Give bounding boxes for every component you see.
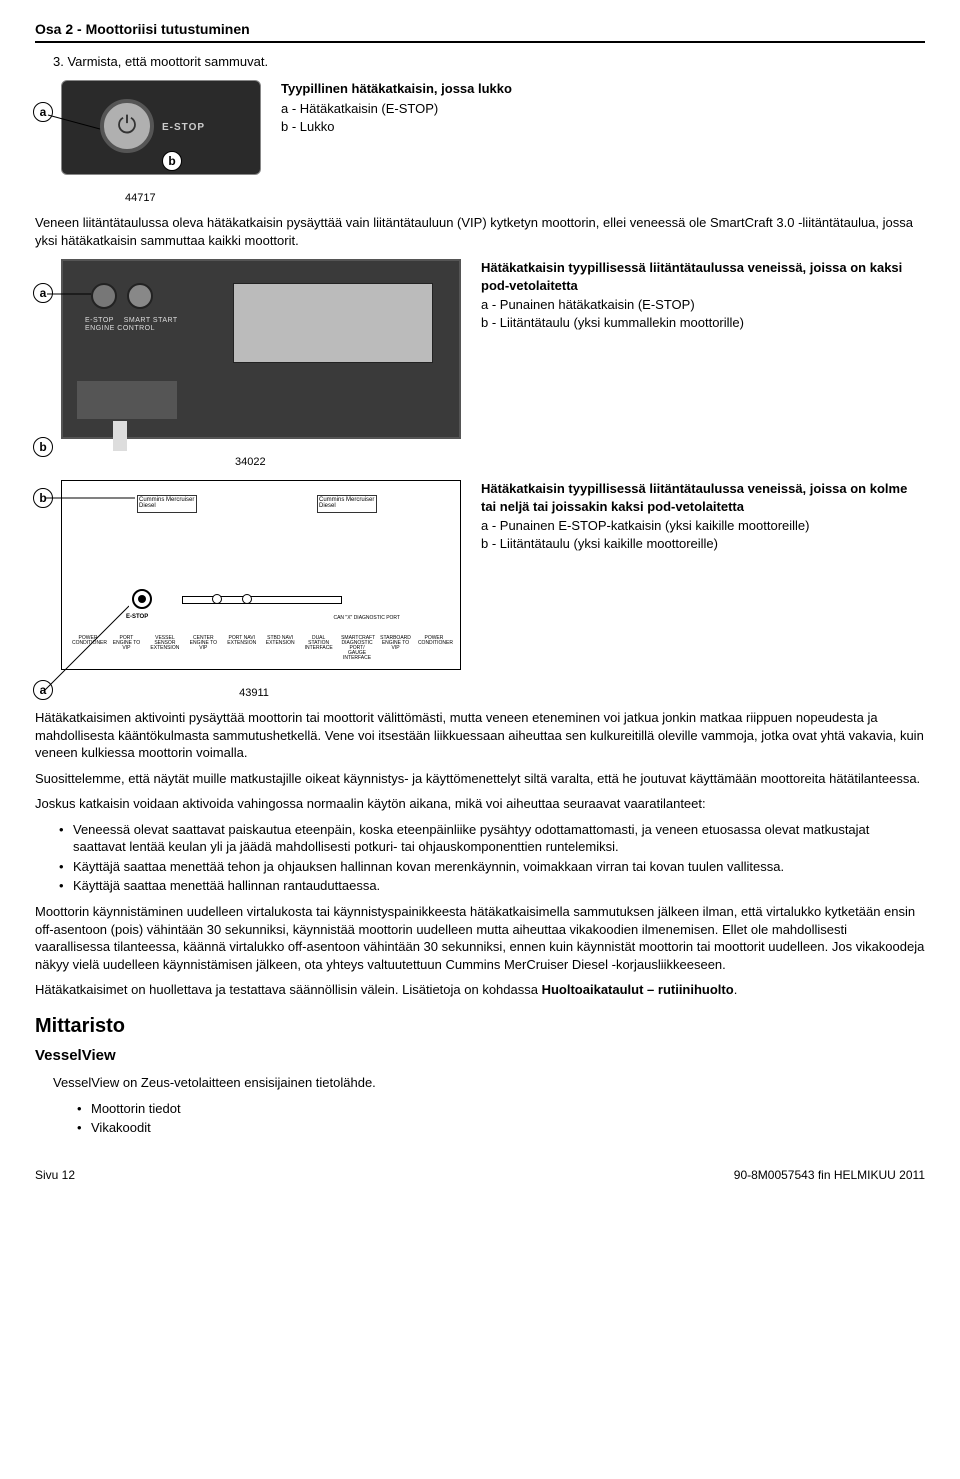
para-vip: Veneen liitäntätaulussa oleva hätäkatkai… [35, 214, 925, 249]
conn-7: SMARTCRAFT DIAGNOSTIC PORT/ GAUGE INTERF… [341, 636, 373, 661]
para-activate: Hätäkatkaisimen aktivointi pysäyttää moo… [35, 709, 925, 762]
para-restart: Moottorin käynnistäminen uudelleen virta… [35, 903, 925, 973]
page-footer: Sivu 12 90-8M0057543 fin HELMIKUU 2011 [35, 1167, 925, 1183]
fig3-cap-a: a - Punainen E-STOP-katkaisin (yksi kaik… [481, 517, 925, 535]
para-recommend: Suosittelemme, että näytät muille matkus… [35, 770, 925, 788]
red-estop-icon [91, 283, 117, 309]
step-3: 3. Varmista, että moottorit sammuvat. [53, 53, 925, 71]
conn-6: DUAL STATION INTERFACE [303, 636, 335, 661]
list-item: Veneessä olevat saattavat paiskautua ete… [59, 821, 925, 856]
list-item: Käyttäjä saattaa menettää hallinnan rant… [59, 877, 925, 895]
fig2-callout-b: b [33, 437, 53, 457]
fig3-title: Hätäkatkaisin tyypillisessä liitäntätaul… [481, 480, 925, 515]
estop-knob-icon: ⏻ [100, 99, 154, 153]
list-item: Käyttäjä saattaa menettää tehon ja ohjau… [59, 858, 925, 876]
leader-line-b3 [40, 495, 135, 501]
estop-switch-image: ⏻ E-STOP b [61, 80, 261, 175]
conn-4: PORT NAVI EXTENSION [226, 636, 258, 661]
vip-panel-image: E-STOP SMART START ENGINE CONTROL [61, 259, 461, 439]
heading-vesselview: VesselView [35, 1046, 925, 1066]
fig1-title: Tyypillinen hätäkatkaisin, jossa lukko [281, 80, 925, 98]
estop-label: E-STOP [162, 121, 205, 135]
figure-3-row: b a Cummins Mercruiser Diesel Cummins Me… [35, 480, 925, 670]
board-estop-icon [132, 589, 152, 609]
footer-left: Sivu 12 [35, 1167, 75, 1183]
fig2-cap-a: a - Punainen hätäkatkaisin (E-STOP) [481, 296, 925, 314]
leader-line-a [40, 111, 100, 131]
para-maintain-bold: Huoltoaikataulut – rutiinihuolto [542, 982, 734, 997]
smart-start-icon [127, 283, 153, 309]
leader-line-a2 [41, 291, 91, 297]
conn-2: VESSEL SENSOR EXTENSION [149, 636, 181, 661]
fig2-title: Hätäkatkaisin tyypillisessä liitäntätaul… [481, 259, 925, 294]
conn-9: POWER CONDITIONER [418, 636, 450, 661]
panel-strip-icon [77, 381, 177, 419]
heading-mittaristo: Mittaristo [35, 1013, 925, 1040]
fig1-cap-a: a - Hätäkatkaisin (E-STOP) [281, 100, 925, 118]
list-item: Vikakoodit [77, 1119, 925, 1137]
diag-port-label: CAN "X" DIAGNOSTIC PORT [333, 616, 400, 621]
para-maintain: Hätäkatkaisimet on huollettava ja testat… [35, 981, 925, 999]
panel-cable-icon [113, 421, 127, 451]
cmd-logo-right: Cummins Mercruiser Diesel [317, 495, 377, 513]
cmd-logo-left: Cummins Mercruiser Diesel [137, 495, 197, 513]
conn-8: STARBOARD ENGINE TO VIP [380, 636, 412, 661]
panel-label: E-STOP SMART START ENGINE CONTROL [85, 317, 178, 332]
panel-screen-icon [233, 283, 433, 363]
para-accidental: Joskus katkaisin voidaan aktivoida vahin… [35, 795, 925, 813]
figure-2-caption: Hätäkatkaisin tyypillisessä liitäntätaul… [481, 259, 925, 331]
hazard-list: Veneessä olevat saattavat paiskautua ete… [59, 821, 925, 895]
board-estop-label: E-STOP [126, 613, 148, 621]
fig1-cap-b: b - Lukko [281, 118, 925, 136]
panel-estop-text: E-STOP [85, 317, 114, 324]
fig2-cap-b: b - Liitäntätaulu (yksi kummallekin moot… [481, 314, 925, 332]
figure-2-row: a b E-STOP SMART START ENGINE CONTROL Hä… [35, 259, 925, 439]
para-maintain-pre: Hätäkatkaisimet on huollettava ja testat… [35, 982, 542, 997]
fig3-cap-b: b - Liitäntätaulu (yksi kaikille moottor… [481, 535, 925, 553]
figure-1-caption: Tyypillinen hätäkatkaisin, jossa lukko a… [281, 80, 925, 135]
fig1-number: 44717 [125, 191, 925, 206]
board-bar-icon [182, 596, 342, 604]
vessel-intro: VesselView on Zeus-vetolaitteen ensisija… [53, 1074, 925, 1092]
panel-enginectrl-text: ENGINE CONTROL [85, 325, 155, 332]
conn-3: CENTER ENGINE TO VIP [187, 636, 219, 661]
vessel-list: Moottorin tiedot Vikakoodit [77, 1100, 925, 1137]
callout-b: b [162, 151, 182, 171]
footer-right: 90-8M0057543 fin HELMIKUU 2011 [734, 1167, 925, 1183]
fig2-number: 34022 [235, 455, 925, 470]
conn-5: STBD NAVI EXTENSION [264, 636, 296, 661]
leader-line-a3 [39, 600, 129, 690]
figure-3-caption: Hätäkatkaisin tyypillisessä liitäntätaul… [481, 480, 925, 552]
figure-1-row: a ⏻ E-STOP b Tyypillinen hätäkatkaisin, … [35, 80, 925, 175]
section-header: Osa 2 - Moottoriisi tutustuminen [35, 20, 925, 43]
panel-smartstart-text: SMART START [124, 317, 178, 324]
list-item: Moottorin tiedot [77, 1100, 925, 1118]
